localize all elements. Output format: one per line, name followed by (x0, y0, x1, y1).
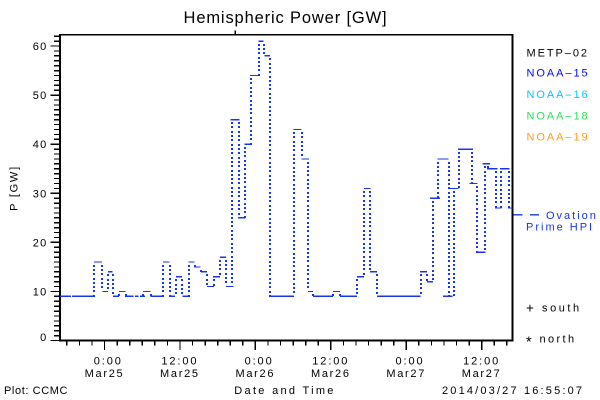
svg-text:NOAA–15: NOAA–15 (527, 67, 590, 79)
svg-text:P [GW]: P [GW] (9, 165, 21, 211)
svg-text:Mar27: Mar27 (462, 368, 502, 380)
svg-text:* north: * north (526, 334, 576, 351)
svg-text:20: 20 (33, 237, 48, 249)
svg-text:12:00: 12:00 (463, 356, 500, 368)
svg-text:+ south: + south (526, 301, 582, 316)
svg-text:0:00: 0:00 (395, 356, 424, 368)
svg-text:50: 50 (33, 90, 48, 102)
svg-text:NOAA–19: NOAA–19 (527, 131, 590, 143)
svg-text:Mar27: Mar27 (386, 368, 426, 380)
svg-text:0: 0 (40, 332, 47, 344)
svg-text:10: 10 (33, 286, 48, 298)
svg-text:12:00: 12:00 (312, 356, 349, 368)
svg-text:40: 40 (33, 139, 48, 151)
svg-text:0:00: 0:00 (245, 356, 274, 368)
svg-text:Date and Time: Date and Time (234, 385, 335, 397)
svg-text:0:00: 0:00 (94, 356, 123, 368)
svg-text:METP–02: METP–02 (527, 48, 589, 60)
svg-text:Hemispheric Power [GW]: Hemispheric Power [GW] (184, 9, 388, 27)
svg-text:Plot: CCMC: Plot: CCMC (4, 385, 68, 397)
svg-text:60: 60 (33, 41, 48, 53)
svg-text:Prime HPI: Prime HPI (526, 222, 594, 234)
svg-text:Mar26: Mar26 (235, 368, 275, 380)
svg-text:Mar25: Mar25 (85, 368, 125, 380)
svg-text:12:00: 12:00 (161, 356, 198, 368)
svg-text:2014/03/27 16:55:07: 2014/03/27 16:55:07 (442, 385, 584, 397)
svg-text:NOAA–16: NOAA–16 (527, 89, 590, 101)
svg-text:Ovation: Ovation (546, 210, 598, 222)
svg-text:Mar26: Mar26 (311, 368, 351, 380)
svg-text:NOAA–18: NOAA–18 (527, 110, 590, 122)
svg-text:Mar25: Mar25 (160, 368, 200, 380)
svg-text:30: 30 (33, 188, 48, 200)
